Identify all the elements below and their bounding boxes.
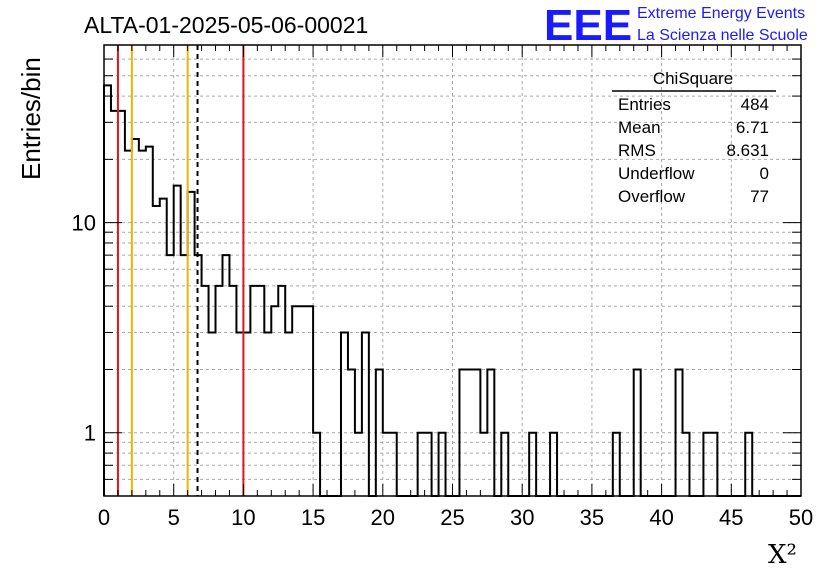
x-tick-label: 15 bbox=[301, 505, 325, 530]
x-tick-label: 35 bbox=[580, 505, 604, 530]
y-axis-label: Entries/bin bbox=[16, 57, 46, 180]
stats-value-underflow: 0 bbox=[760, 164, 769, 183]
stats-label-entries: Entries bbox=[618, 95, 671, 114]
y-tick-label: 1 bbox=[84, 421, 96, 446]
x-tick-label: 10 bbox=[231, 505, 255, 530]
logo-line-2: La Scienza nelle Scuole bbox=[637, 27, 808, 44]
y-tick-label: 10 bbox=[72, 211, 96, 236]
stats-label-rms: RMS bbox=[618, 141, 656, 160]
stats-value-entries: 484 bbox=[741, 95, 769, 114]
histogram-outline bbox=[103, 84, 801, 497]
axes: 0 5 10 15 20 25 30 35 40 45 50 1 10 bbox=[72, 44, 813, 530]
x-tick-label: 0 bbox=[98, 505, 110, 530]
stats-title: ChiSquare bbox=[653, 69, 733, 88]
stats-label-underflow: Underflow bbox=[618, 164, 695, 183]
eee-logo: EEE Extreme Energy Events La Scienza nel… bbox=[544, 1, 808, 50]
reference-lines bbox=[116, 45, 245, 496]
histogram bbox=[103, 84, 801, 497]
logo-mark: EEE bbox=[544, 1, 632, 50]
x-tick-label: 25 bbox=[440, 505, 464, 530]
stats-label-overflow: Overflow bbox=[618, 187, 686, 206]
x-tick-label: 30 bbox=[510, 505, 534, 530]
x-tick-label: 40 bbox=[649, 505, 673, 530]
x-axis-label: X² bbox=[768, 540, 797, 570]
stats-label-mean: Mean bbox=[618, 118, 661, 137]
stats-box: ChiSquare Entries 484 Mean 6.71 RMS 8.63… bbox=[612, 69, 776, 206]
logo-line-1: Extreme Energy Events bbox=[637, 5, 805, 22]
x-tick-label: 50 bbox=[789, 505, 813, 530]
stats-value-rms: 8.631 bbox=[726, 141, 769, 160]
x-tick-label: 45 bbox=[719, 505, 743, 530]
x-tick-label: 5 bbox=[168, 505, 180, 530]
grid bbox=[104, 45, 801, 496]
chart-title: ALTA-01-2025-05-06-00021 bbox=[84, 12, 368, 38]
stats-value-overflow: 77 bbox=[750, 187, 769, 206]
x-tick-label: 20 bbox=[371, 505, 395, 530]
stats-value-mean: 6.71 bbox=[736, 118, 769, 137]
